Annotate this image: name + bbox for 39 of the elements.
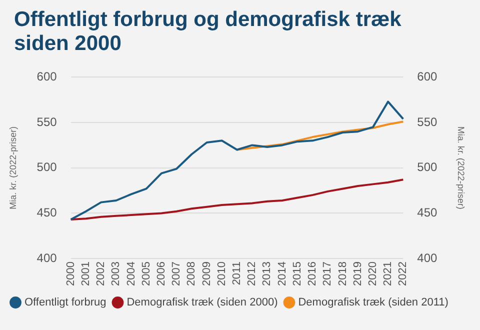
x-tick-label: 2013 [261, 262, 274, 286]
x-tick-label: 2003 [110, 262, 122, 286]
x-tick-label: 2009 [200, 262, 213, 286]
x-tick-label: 2011 [231, 262, 244, 286]
x-tick-label: 2005 [140, 262, 152, 286]
y2-tick-label: 400 [417, 250, 438, 265]
x-tick-label: 2022 [397, 262, 410, 286]
y-tick-label: 400 [36, 250, 58, 265]
y-axis-title: Mia. kr. (2022-priser) [8, 126, 18, 210]
y2-tick-label: 500 [417, 160, 438, 174]
legend-label: Offentligt forbrug [24, 296, 106, 309]
x-tick-label: 2018 [336, 262, 349, 286]
x-tick-label: 2012 [246, 262, 258, 286]
x-tick-label: 2020 [366, 262, 379, 286]
y2-tick-label: 600 [417, 70, 438, 84]
legend-label: Demografisk træk (siden 2000) [126, 296, 278, 309]
x-tick-label: 2000 [64, 262, 77, 286]
y2-axis-title: Mia. kr. (2022-priser) [456, 126, 466, 210]
chart-title: Offentligt forbrug og demografisk træk siden 2000 [14, 8, 402, 56]
x-tick-label: 2015 [291, 262, 304, 286]
y-tick-label: 450 [36, 206, 58, 220]
x-tick-label: 2010 [216, 262, 228, 286]
legend-label: Demografisk træk (siden 2011) [298, 296, 448, 309]
y-tick-label: 500 [36, 160, 58, 174]
y2-tick-label: 450 [417, 206, 438, 220]
x-tick-label: 2006 [155, 262, 168, 286]
x-tick-label: 2019 [352, 262, 364, 286]
x-tick-label: 2017 [322, 262, 334, 286]
x-tick-label: 2001 [80, 262, 92, 286]
x-tick-label: 2016 [306, 262, 319, 286]
x-tick-label: 2004 [125, 262, 138, 286]
y2-tick-label: 550 [417, 114, 438, 129]
x-tick-label: 2008 [186, 262, 198, 286]
x-tick-label: 2014 [276, 262, 288, 286]
y-tick-label: 550 [36, 114, 58, 129]
x-tick-label: 2021 [382, 262, 394, 286]
y-tick-label: 600 [36, 70, 58, 84]
x-tick-label: 2007 [170, 262, 183, 286]
x-tick-label: 2002 [95, 262, 108, 286]
